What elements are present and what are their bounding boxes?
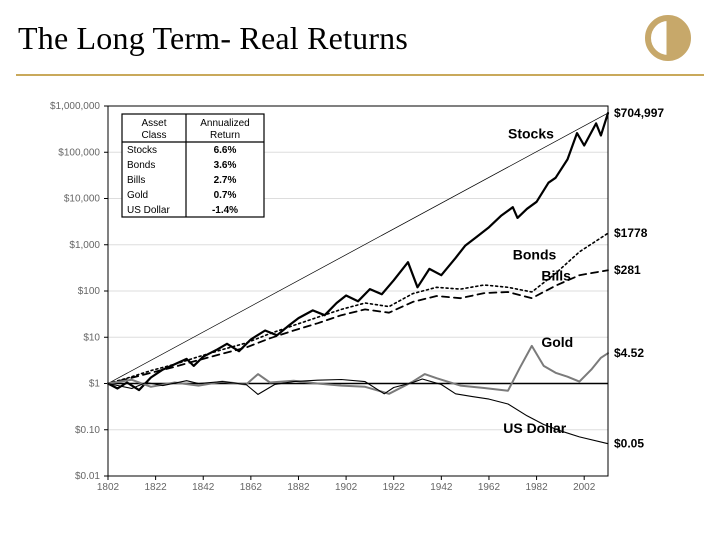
svg-text:1942: 1942 xyxy=(430,482,453,493)
svg-text:$4.52: $4.52 xyxy=(614,346,644,360)
page-title: The Long Term- Real Returns xyxy=(18,20,408,57)
svg-text:6.6%: 6.6% xyxy=(214,145,237,156)
brand-logo xyxy=(644,14,692,62)
svg-text:Gold: Gold xyxy=(541,334,573,350)
svg-text:3.6%: 3.6% xyxy=(214,160,237,171)
svg-text:2002: 2002 xyxy=(573,482,596,493)
svg-text:Bills: Bills xyxy=(541,267,571,283)
svg-text:$1778: $1778 xyxy=(614,226,648,240)
svg-text:0.7%: 0.7% xyxy=(214,190,237,201)
svg-text:$1: $1 xyxy=(89,379,101,390)
svg-text:1882: 1882 xyxy=(287,482,310,493)
svg-text:1902: 1902 xyxy=(335,482,358,493)
svg-text:Asset: Asset xyxy=(141,118,166,129)
svg-text:Return: Return xyxy=(210,130,240,141)
svg-text:$100: $100 xyxy=(78,286,101,297)
svg-text:Bonds: Bonds xyxy=(513,246,557,262)
svg-text:1982: 1982 xyxy=(525,482,548,493)
svg-text:US Dollar: US Dollar xyxy=(503,420,567,436)
svg-text:1922: 1922 xyxy=(383,482,406,493)
svg-text:Stocks: Stocks xyxy=(127,145,157,156)
svg-text:1842: 1842 xyxy=(192,482,215,493)
svg-text:Bonds: Bonds xyxy=(127,160,155,171)
svg-text:1822: 1822 xyxy=(144,482,167,493)
svg-text:$0.01: $0.01 xyxy=(75,471,100,482)
svg-text:2.7%: 2.7% xyxy=(214,175,237,186)
svg-text:Stocks: Stocks xyxy=(508,125,554,141)
svg-text:$10: $10 xyxy=(83,332,100,343)
title-divider xyxy=(16,74,704,76)
svg-text:$100,000: $100,000 xyxy=(58,147,100,158)
svg-text:Class: Class xyxy=(141,130,166,141)
svg-text:$704,997: $704,997 xyxy=(614,106,664,120)
svg-text:1862: 1862 xyxy=(240,482,263,493)
returns-chart: $0.01 $0.10 $1 $10 $100 $1,000 $10,000 $100,000… xyxy=(40,96,680,506)
svg-text:$0.05: $0.05 xyxy=(614,437,644,451)
svg-text:$1,000,000: $1,000,000 xyxy=(50,101,100,112)
svg-text:Gold: Gold xyxy=(127,190,148,201)
svg-text:-1.4%: -1.4% xyxy=(212,205,238,216)
svg-text:$10,000: $10,000 xyxy=(64,194,101,205)
svg-text:1802: 1802 xyxy=(97,482,120,493)
svg-text:$1,000: $1,000 xyxy=(69,240,100,251)
svg-text:US Dollar: US Dollar xyxy=(127,205,170,216)
svg-text:$0.10: $0.10 xyxy=(75,425,100,436)
svg-text:Annualized: Annualized xyxy=(200,118,249,129)
svg-text:Bills: Bills xyxy=(127,175,145,186)
svg-text:$281: $281 xyxy=(614,263,641,277)
svg-text:1962: 1962 xyxy=(478,482,501,493)
